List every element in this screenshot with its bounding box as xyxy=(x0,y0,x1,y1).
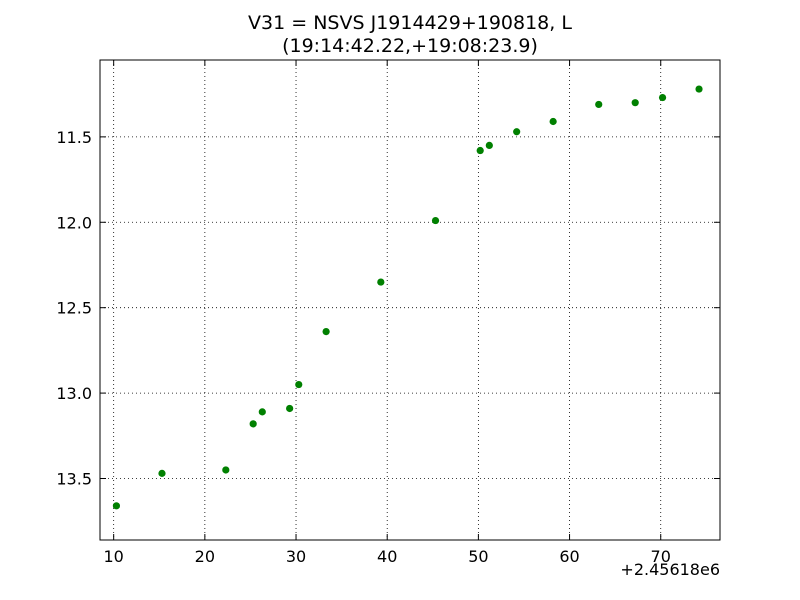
x-tick-label: 20 xyxy=(195,547,215,566)
x-offset-label: +2.45618e6 xyxy=(620,560,720,579)
x-tick-label: 60 xyxy=(559,547,579,566)
data-point xyxy=(431,216,440,225)
data-point xyxy=(295,380,303,389)
y-tick-label: 12.5 xyxy=(56,299,92,318)
data-point xyxy=(286,404,294,413)
data-point xyxy=(158,469,166,477)
x-tick-label: 30 xyxy=(286,547,306,566)
x-tick-label: 10 xyxy=(103,547,123,566)
data-point xyxy=(513,128,521,136)
data-point xyxy=(485,141,493,150)
data-point xyxy=(258,408,266,416)
data-point xyxy=(322,328,330,336)
data-point xyxy=(658,93,667,102)
x-tick-label: 40 xyxy=(377,547,397,566)
plot-frame xyxy=(99,59,721,541)
data-point xyxy=(476,146,484,155)
data-point xyxy=(695,85,703,93)
x-tick-label: 70 xyxy=(651,547,671,566)
ticks: 10 20 30 40 50 60 70 11.5 12.0 12.5 13.0 13.5 xyxy=(56,60,720,566)
plot-area xyxy=(100,60,720,540)
y-tick-label: 13.5 xyxy=(56,470,92,489)
grid xyxy=(100,60,720,540)
data-points xyxy=(112,85,703,510)
data-point xyxy=(249,420,257,428)
y-tick-label: 12.0 xyxy=(56,213,92,232)
x-tick-label: 50 xyxy=(468,547,488,566)
data-point xyxy=(112,502,121,510)
data-point xyxy=(549,117,557,126)
y-tick-label: 13.0 xyxy=(56,384,92,403)
data-point xyxy=(595,100,603,109)
data-point xyxy=(222,466,230,474)
chart-title-line1: V31 = NSVS J1914429+190818, L xyxy=(248,12,572,34)
chart-title-line2: (19:14:42.22,+19:08:23.9) xyxy=(282,35,538,57)
data-point xyxy=(377,278,385,286)
data-point xyxy=(631,99,639,107)
y-tick-label: 11.5 xyxy=(56,128,92,147)
